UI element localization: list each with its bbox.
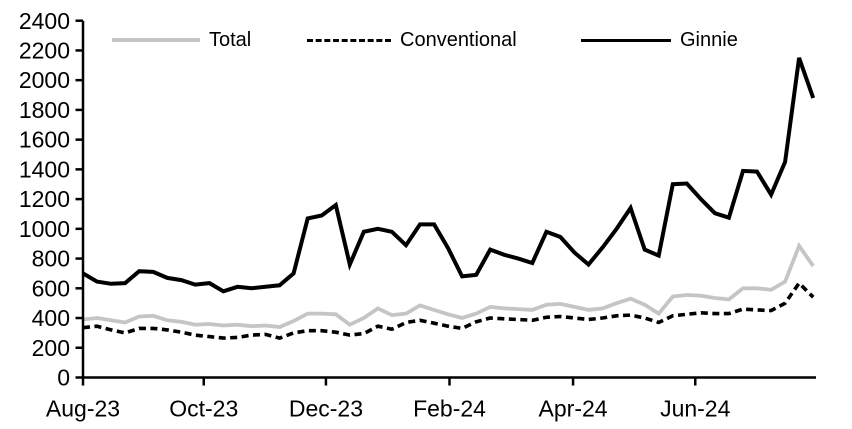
y-axis-label: 2400 <box>19 8 70 34</box>
y-axis-label: 1400 <box>19 156 70 182</box>
x-axis-label: Aug-23 <box>46 396 120 422</box>
y-axis-label: 800 <box>32 246 70 272</box>
y-axis-label: 2000 <box>19 67 70 93</box>
series-line-ginnie <box>81 57 816 294</box>
x-axis-label: Apr-24 <box>539 396 608 422</box>
x-axis-label: Oct-23 <box>169 396 238 422</box>
y-axis-label: 1600 <box>19 127 70 153</box>
y-axis-label: 400 <box>32 305 70 331</box>
y-axis-label: 1800 <box>19 97 70 123</box>
y-axis-label: 0 <box>57 365 70 391</box>
x-axis-label: Dec-23 <box>289 396 363 422</box>
y-axis-label: 1200 <box>19 186 70 212</box>
series-line-total <box>82 241 815 329</box>
x-axis-label: Feb-24 <box>413 396 486 422</box>
y-axis-label: 1000 <box>19 216 70 242</box>
y-axis-label: 200 <box>32 335 70 361</box>
x-axis-label: Jun-24 <box>660 396 731 422</box>
y-axis-label: 2200 <box>19 37 70 63</box>
series-line-conventional <box>82 280 815 340</box>
y-axis-label: 600 <box>32 275 70 301</box>
